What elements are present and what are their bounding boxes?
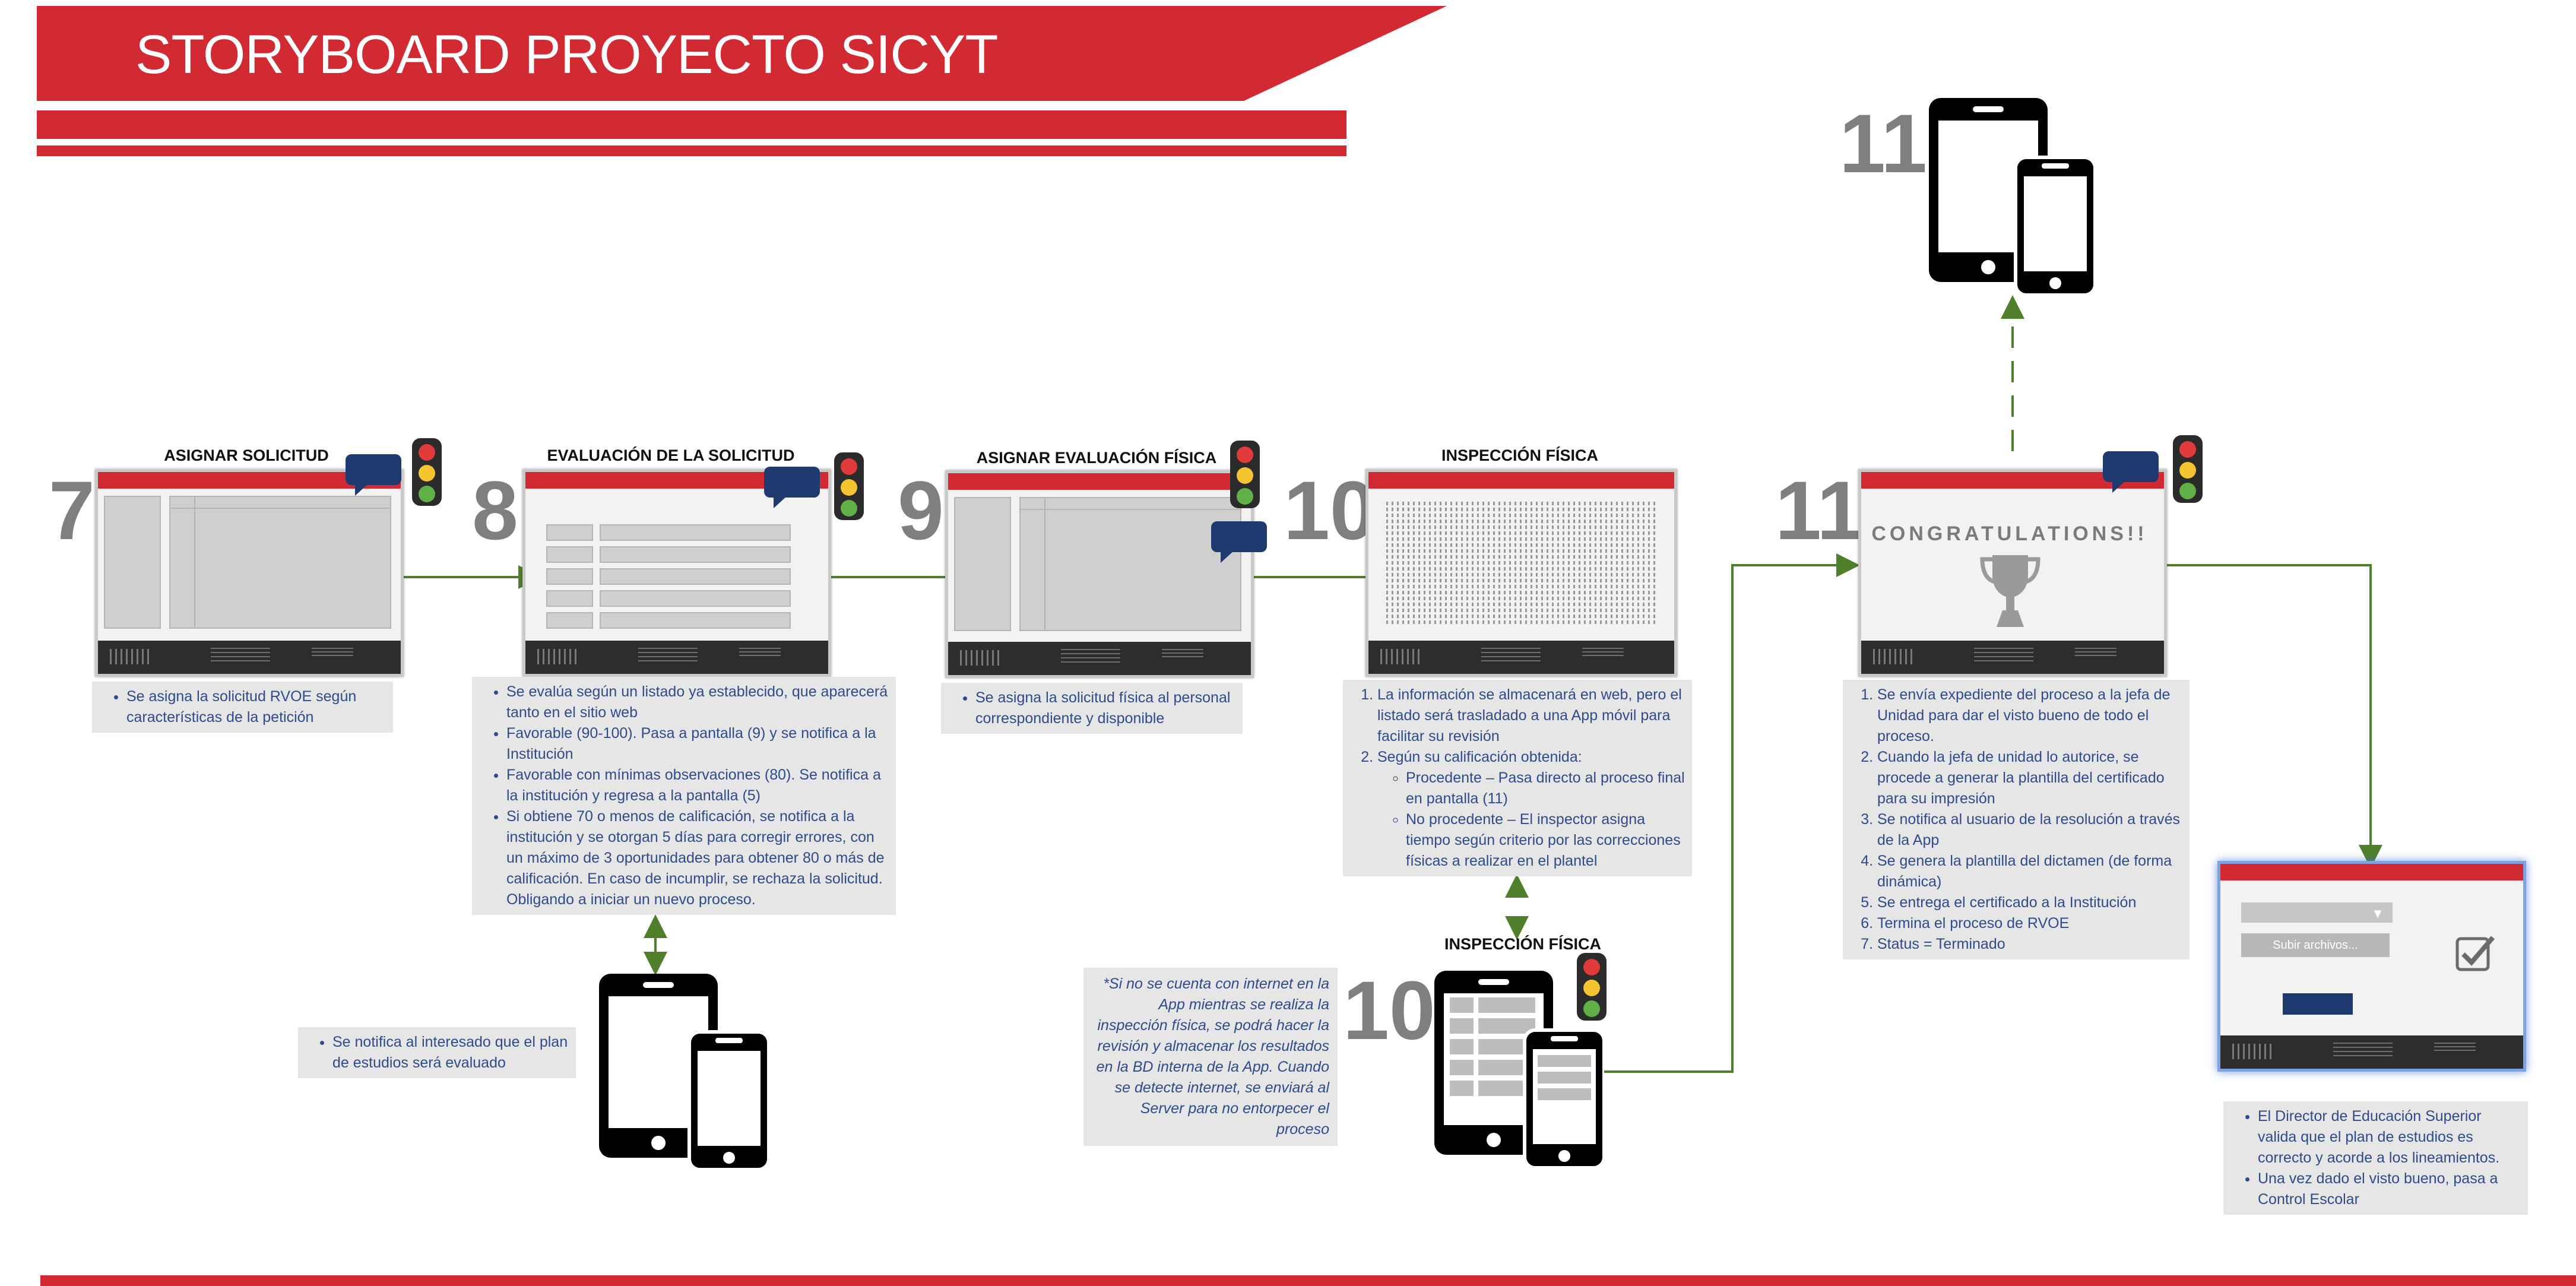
step-number-11: 11 bbox=[1775, 464, 1863, 557]
screen-asignar-solicitud bbox=[95, 469, 404, 677]
note-step7: Se asigna la solicitud RVOE según caract… bbox=[92, 682, 393, 733]
step-number-9: 9 bbox=[898, 464, 944, 557]
note-offline: *Si no se cuenta con internet en la App … bbox=[1083, 968, 1338, 1146]
note-step10: La información se almacenará en web, per… bbox=[1343, 680, 1692, 876]
step-number-11-mobile: 11 bbox=[1839, 97, 1927, 190]
step-title-inspeccion-fisica-mobile: INSPECCIÓN FÍSICA bbox=[1444, 935, 1602, 953]
chat-bubble-icon bbox=[1211, 521, 1267, 563]
screen-footer bbox=[98, 641, 401, 674]
step-number-10-mobile: 10 bbox=[1343, 964, 1436, 1057]
screen-footer bbox=[948, 642, 1251, 675]
screen-inspeccion-fisica bbox=[1365, 469, 1677, 677]
screen-footer bbox=[1368, 641, 1674, 674]
step-title-inspeccion-fisica: INSPECCIÓN FÍSICA bbox=[1441, 446, 1599, 464]
chat-bubble-icon bbox=[346, 454, 401, 496]
step-title-evaluacion: EVALUACIÓN DE LA SOLICITUD bbox=[547, 446, 795, 464]
header-stripe bbox=[37, 110, 1346, 139]
step-number-10: 10 bbox=[1284, 464, 1376, 557]
checkbox-check-icon bbox=[2455, 936, 2495, 971]
title-banner bbox=[37, 6, 1447, 101]
submit-button[interactable] bbox=[2283, 993, 2353, 1015]
bottom-stripe bbox=[40, 1275, 2576, 1286]
select-field[interactable]: ▼ bbox=[2241, 902, 2393, 923]
note-director: El Director de Educación Superior valida… bbox=[2223, 1101, 2528, 1215]
arrow-10-to-11 bbox=[1599, 553, 1860, 1073]
upload-button[interactable]: Subir archivos... bbox=[2241, 933, 2390, 957]
chat-bubble-icon bbox=[764, 467, 820, 508]
arrow-11-to-director bbox=[2162, 564, 2382, 869]
note-step9: Se asigna la solicitud física al persona… bbox=[941, 683, 1243, 734]
checklist-grid bbox=[1386, 502, 1656, 626]
congratulations-text: CONGRATULATIONS!! bbox=[1871, 522, 2148, 545]
screen-asignar-evaluacion-fisica bbox=[945, 470, 1254, 678]
mobile-inspection-icon bbox=[1434, 971, 1604, 1170]
step-number-7: 7 bbox=[49, 464, 95, 557]
note-step8: Se evalúa según un listado ya establecid… bbox=[472, 677, 896, 915]
traffic-light-icon bbox=[834, 452, 864, 520]
step-number-8: 8 bbox=[472, 464, 518, 557]
traffic-light-icon bbox=[412, 438, 442, 506]
chevron-down-icon: ▼ bbox=[2371, 906, 2384, 921]
chat-bubble-icon bbox=[2103, 451, 2159, 493]
traffic-light-icon bbox=[1577, 953, 1607, 1021]
note-step11: Se envía expediente del proceso a la jef… bbox=[1843, 680, 2190, 959]
page-title: STORYBOARD PROYECTO SICYT bbox=[135, 24, 998, 85]
traffic-light-icon bbox=[1230, 441, 1260, 508]
mobile-devices-icon bbox=[1929, 98, 2096, 297]
traffic-light-icon bbox=[2173, 435, 2203, 503]
content-panel bbox=[169, 496, 391, 629]
header-stripe-thin bbox=[37, 145, 1346, 156]
note-step8-mobile: Se notifica al interesado que el plan de… bbox=[298, 1027, 576, 1078]
screen-congratulations: CONGRATULATIONS!! bbox=[1858, 469, 2167, 677]
screen-footer bbox=[1861, 641, 2164, 674]
trophy-icon bbox=[1980, 555, 2040, 627]
sidebar-panel bbox=[104, 496, 161, 629]
step-title-asignar-solicitud: ASIGNAR SOLICITUD bbox=[164, 446, 329, 464]
mobile-devices-icon bbox=[599, 974, 769, 1170]
screen-footer bbox=[2220, 1035, 2523, 1069]
screen-footer bbox=[525, 641, 828, 674]
step-title-asignar-evaluacion-fisica: ASIGNAR EVALUACIÓN FÍSICA bbox=[976, 449, 1217, 467]
screen-director-upload: ▼ Subir archivos... bbox=[2217, 861, 2526, 1072]
